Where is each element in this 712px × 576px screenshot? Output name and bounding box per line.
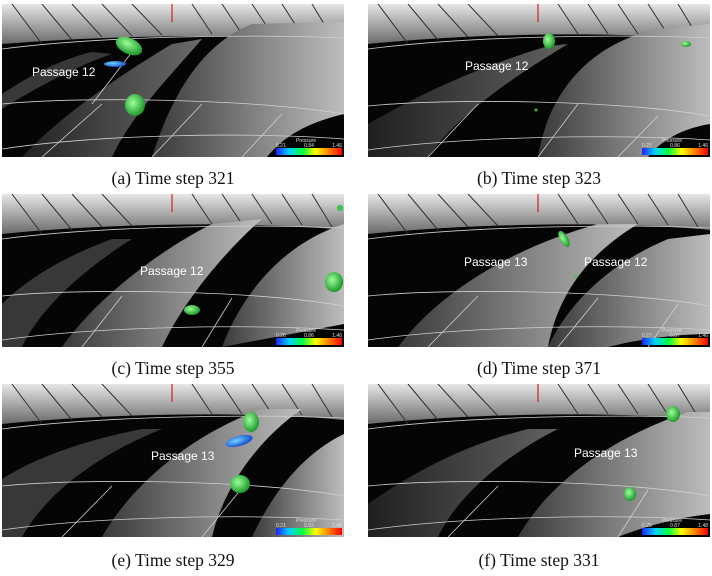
- colorbar-mid: 0.83: [304, 523, 314, 529]
- mesh-lines: [368, 225, 710, 347]
- panel-b: Passage 12 Pressure 0.25 0.86 1.46: [368, 4, 710, 157]
- colorbar-min: 0.25: [642, 523, 652, 529]
- colorbar-gradient: [276, 338, 342, 345]
- colorbar-gradient: [642, 528, 708, 535]
- passage-label: Passage 12: [140, 264, 204, 278]
- blade-surfaces: [2, 409, 344, 537]
- passage-label-2: Passage 12: [584, 255, 648, 269]
- colorbar-max: 1.46: [332, 523, 342, 529]
- colorbar-gradient: [642, 338, 708, 345]
- colorbar-max: 1.46: [698, 143, 708, 149]
- colorbar-min: 0.27: [642, 333, 652, 339]
- blade-surfaces: [2, 219, 344, 347]
- caption-b: (b) Time step 323: [477, 168, 601, 188]
- vortex-structures: [624, 406, 680, 501]
- passage-label: Passage 12: [465, 59, 529, 73]
- blade-surfaces: [368, 412, 710, 537]
- pressure-colorbar: Pressure 0.25 0.87 1.48: [642, 518, 708, 535]
- colorbar-gradient: [642, 148, 708, 155]
- passage-label: Passage 13: [574, 446, 638, 460]
- colorbar-title: Pressure: [662, 328, 683, 334]
- vortex-structures: [104, 36, 145, 116]
- top-blade-row: [2, 384, 344, 425]
- caption-f: (f) Time step 331: [478, 550, 600, 570]
- colorbar-title: Pressure: [296, 138, 317, 144]
- top-blade-row: [368, 4, 710, 45]
- colorbar-max: 1.46: [332, 333, 342, 339]
- mesh-lines: [368, 415, 710, 537]
- panel-a: Passage 12 Pressure 0.21 0.84 1.46: [2, 4, 344, 157]
- vortex-structures: [184, 205, 343, 315]
- colorbar-gradient: [276, 528, 342, 535]
- blade-surfaces: [368, 24, 710, 157]
- cfd-scene: [368, 384, 710, 537]
- vortex-structures: [225, 412, 259, 493]
- panel-d: Passage 13 Passage 12 Pressure 0.27 0.87 1…: [368, 194, 710, 347]
- colorbar-mid: 0.87: [670, 523, 680, 529]
- colorbar-title: Pressure: [662, 138, 683, 144]
- blade-surfaces: [2, 22, 344, 157]
- colorbar-mid: 0.86: [304, 333, 314, 339]
- colorbar-gradient: [276, 148, 342, 155]
- colorbar-min: 0.26: [276, 333, 286, 339]
- panel-c: Passage 12 Pressure 0.26 0.86 1.46: [2, 194, 344, 347]
- cfd-scene: [2, 384, 344, 537]
- mesh-lines: [2, 415, 344, 537]
- colorbar-mid: 0.86: [670, 143, 680, 149]
- mesh-lines: [368, 35, 710, 157]
- vortex-structures: [534, 33, 691, 112]
- pressure-colorbar: Pressure 0.27 0.87 1.46: [642, 328, 708, 345]
- colorbar-min: 0.21: [276, 523, 286, 529]
- colorbar-title: Pressure: [662, 518, 683, 524]
- colorbar-max: 1.48: [698, 523, 708, 529]
- colorbar-title: Pressure: [296, 518, 317, 524]
- cfd-scene: [2, 4, 344, 157]
- caption-c: (c) Time step 355: [111, 358, 235, 378]
- cfd-scene: [368, 4, 710, 157]
- panel-e: Passage 13 Pressure 0.21 0.83 1.46: [2, 384, 344, 537]
- top-blade-row: [368, 384, 710, 425]
- passage-label-1: Passage 13: [464, 255, 528, 269]
- pressure-colorbar: Pressure 0.26 0.86 1.46: [276, 328, 342, 345]
- colorbar-title: Pressure: [296, 328, 317, 334]
- cfd-scene: [368, 194, 710, 347]
- colorbar-min: 0.21: [276, 143, 286, 149]
- mesh-lines: [2, 225, 344, 347]
- caption-e: (e) Time step 329: [111, 550, 235, 570]
- vortex-structures: [558, 230, 578, 279]
- colorbar-max: 1.46: [698, 333, 708, 339]
- pressure-colorbar: Pressure 0.21 0.84 1.46: [276, 138, 342, 155]
- passage-label: Passage 12: [32, 65, 96, 79]
- colorbar-mid: 0.84: [304, 143, 314, 149]
- top-blade-row: [368, 194, 710, 235]
- cfd-scene: [2, 194, 344, 347]
- colorbar-min: 0.25: [642, 143, 652, 149]
- caption-a: (a) Time step 321: [111, 168, 235, 188]
- pressure-colorbar: Pressure 0.21 0.83 1.46: [276, 518, 342, 535]
- top-blade-row: [2, 194, 344, 235]
- colorbar-max: 1.46: [332, 143, 342, 149]
- colorbar-mid: 0.87: [670, 333, 680, 339]
- mesh-lines: [2, 35, 344, 157]
- caption-d: (d) Time step 371: [477, 358, 601, 378]
- panel-f: Passage 13 Pressure 0.25 0.87 1.48: [368, 384, 710, 537]
- pressure-colorbar: Pressure 0.25 0.86 1.46: [642, 138, 708, 155]
- passage-label: Passage 13: [151, 449, 215, 463]
